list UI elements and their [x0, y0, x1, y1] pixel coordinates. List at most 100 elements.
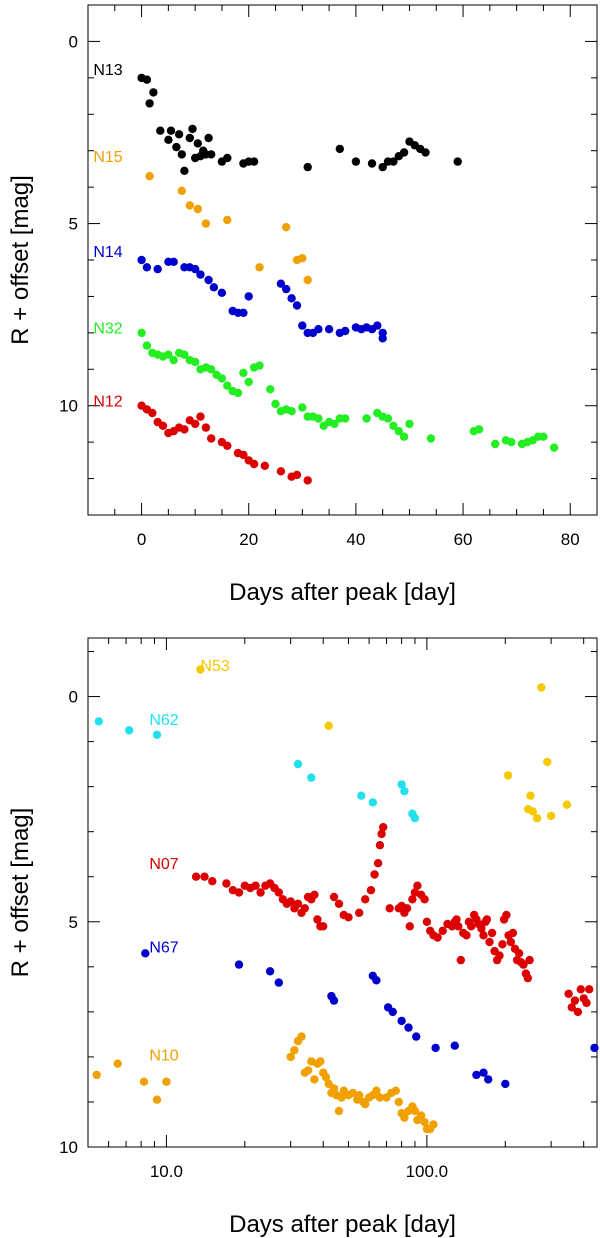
data-point — [208, 877, 217, 886]
data-point — [239, 450, 248, 460]
data-point — [234, 960, 244, 969]
data-point — [153, 264, 162, 274]
data-point — [310, 1075, 319, 1084]
data-point — [397, 1016, 406, 1026]
data-point — [217, 288, 227, 297]
data-point — [337, 1093, 346, 1102]
data-point — [482, 915, 492, 924]
data-point — [389, 157, 398, 166]
data-point — [546, 811, 556, 821]
series-label: N07 — [149, 856, 178, 873]
data-point — [303, 275, 312, 285]
data-point — [590, 1043, 599, 1053]
data-point — [158, 421, 168, 430]
data-point — [282, 223, 291, 232]
data-point — [282, 284, 291, 294]
data-point — [193, 204, 202, 214]
data-point — [148, 408, 157, 418]
data-point — [185, 133, 194, 143]
data-point — [344, 913, 353, 922]
data-point — [438, 926, 447, 935]
data-point — [204, 133, 213, 143]
data-point — [452, 915, 461, 924]
data-point — [495, 951, 504, 960]
series-n32: N32 — [93, 320, 559, 452]
data-point — [485, 937, 494, 947]
data-point — [341, 326, 350, 336]
data-point — [379, 823, 388, 832]
series-n53: N53 — [196, 658, 572, 823]
data-point — [217, 374, 227, 383]
data-point — [300, 904, 309, 913]
data-point — [420, 895, 429, 904]
data-point — [421, 148, 430, 157]
data-point — [125, 726, 134, 735]
data-point — [249, 459, 259, 469]
data-point — [292, 301, 302, 310]
data-point — [394, 427, 403, 436]
data-point — [169, 257, 178, 266]
data-point — [141, 949, 150, 958]
data-point — [334, 1106, 344, 1116]
series-n15: N15 — [93, 149, 312, 285]
data-point — [223, 441, 232, 450]
data-point — [244, 292, 253, 301]
data-point — [416, 1111, 426, 1120]
data-point — [276, 467, 286, 476]
data-point — [92, 1070, 101, 1080]
data-point — [162, 1077, 171, 1086]
data-point — [286, 897, 295, 906]
data-point — [362, 414, 371, 423]
data-point — [341, 414, 350, 423]
data-point — [514, 949, 524, 958]
data-point — [201, 219, 211, 228]
data-point — [399, 148, 409, 157]
data-point — [233, 388, 243, 398]
data-point — [366, 886, 376, 895]
data-point — [196, 412, 205, 421]
x-axis-label: Days after peak [day] — [229, 579, 456, 606]
y-axis-label: R + offset [mag] — [7, 808, 34, 978]
data-point — [450, 1041, 459, 1050]
data-point — [191, 419, 200, 429]
data-point — [372, 1086, 381, 1095]
data-point — [507, 437, 516, 447]
data-point — [239, 368, 248, 378]
data-point — [526, 791, 535, 800]
series-label: N32 — [93, 320, 122, 337]
data-point — [316, 1057, 325, 1066]
data-point — [249, 157, 259, 166]
series-label: N62 — [149, 712, 178, 729]
data-point — [479, 931, 488, 940]
data-point — [319, 922, 328, 931]
data-point — [164, 350, 173, 359]
data-point — [137, 328, 146, 338]
data-point — [335, 144, 344, 154]
data-point — [404, 1023, 413, 1032]
data-point — [373, 859, 383, 868]
data-point — [567, 1003, 576, 1012]
x-axis-label: Days after peak [day] — [229, 1211, 456, 1238]
data-point — [239, 308, 248, 317]
data-point — [585, 985, 594, 994]
data-point — [487, 928, 497, 938]
data-point — [477, 924, 486, 933]
data-point — [573, 1007, 583, 1017]
data-point — [562, 800, 572, 809]
data-point — [177, 186, 186, 195]
series-label: N15 — [93, 149, 122, 166]
data-point — [207, 365, 216, 374]
data-point — [410, 1106, 420, 1116]
data-point — [196, 665, 205, 674]
data-point — [180, 350, 189, 359]
data-point — [377, 829, 386, 839]
data-point — [454, 922, 463, 931]
data-point — [166, 126, 176, 135]
data-point — [400, 787, 409, 796]
y-tick-label: 10 — [59, 397, 78, 416]
data-point — [314, 325, 323, 334]
data-point — [453, 157, 462, 166]
x-tick-label: 0 — [137, 530, 146, 549]
data-point — [375, 841, 385, 850]
data-point — [549, 443, 559, 452]
